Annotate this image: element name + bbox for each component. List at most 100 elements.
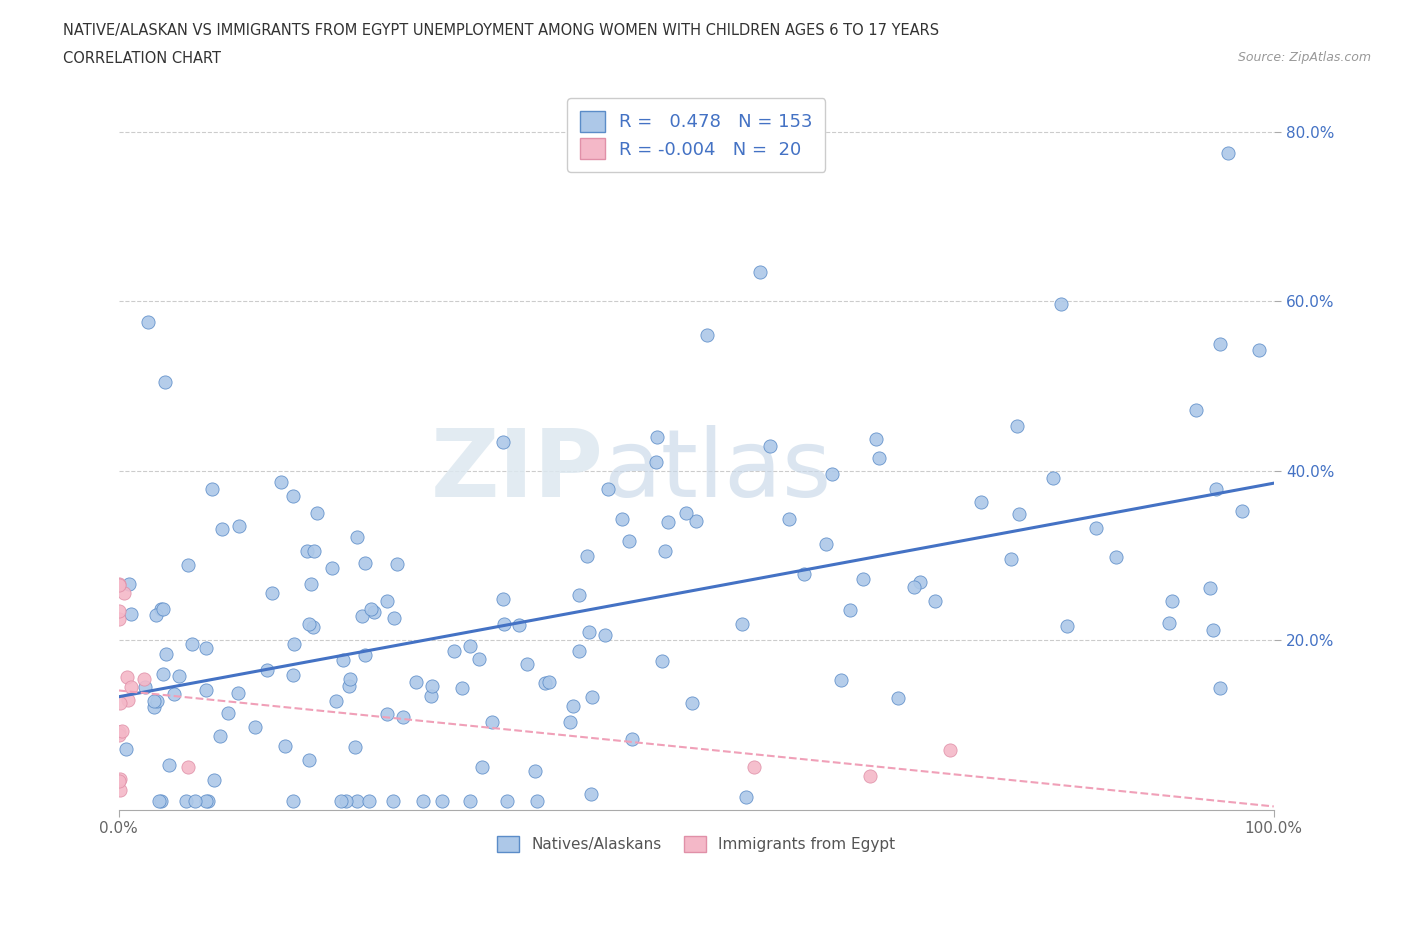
Point [335, 793, 357, 808]
Point [146, 694, 169, 709]
Point [865, 432, 887, 446]
Point [471, 760, 494, 775]
Point [262, 585, 284, 600]
Point [1050, 297, 1073, 312]
Point [1161, 593, 1184, 608]
Point [155, 646, 177, 661]
Point [346, 530, 368, 545]
Point [243, 720, 266, 735]
Point [696, 327, 718, 342]
Point [1000, 551, 1022, 566]
Point [887, 690, 910, 705]
Point [685, 513, 707, 528]
Point [297, 752, 319, 767]
Point [377, 593, 399, 608]
Point [195, 683, 218, 698]
Point [1008, 507, 1031, 522]
Point [359, 793, 381, 808]
Point [458, 793, 481, 808]
Point [332, 653, 354, 668]
Point [852, 572, 875, 587]
Point [742, 760, 765, 775]
Point [228, 519, 250, 534]
Point [391, 710, 413, 724]
Point [561, 698, 583, 713]
Point [180, 636, 202, 651]
Point [195, 641, 218, 656]
Point [283, 637, 305, 652]
Point [194, 793, 217, 808]
Point [508, 618, 530, 632]
Point [321, 561, 343, 576]
Point [1105, 549, 1128, 564]
Point [596, 481, 619, 496]
Point [568, 644, 591, 658]
Point [108, 576, 131, 591]
Point [758, 438, 780, 453]
Point [1216, 145, 1239, 160]
Point [115, 670, 138, 684]
Text: NATIVE/ALASKAN VS IMMIGRANTS FROM EGYPT UNEMPLOYMENT AMONG WOMEN WITH CHILDREN A: NATIVE/ALASKAN VS IMMIGRANTS FROM EGYPT … [63, 23, 939, 38]
Point [1185, 402, 1208, 417]
Point [593, 628, 616, 643]
Point [120, 606, 142, 621]
Point [578, 625, 600, 640]
Point [419, 688, 441, 703]
Point [184, 793, 207, 808]
Point [910, 575, 932, 590]
Point [481, 715, 503, 730]
Point [302, 543, 325, 558]
Point [492, 434, 515, 449]
Point [748, 264, 770, 279]
Point [143, 699, 166, 714]
Point [538, 675, 561, 690]
Point [107, 612, 129, 627]
Point [610, 512, 633, 526]
Point [283, 489, 305, 504]
Point [443, 644, 465, 658]
Point [307, 506, 329, 521]
Point [420, 678, 443, 693]
Point [107, 578, 129, 592]
Point [1202, 623, 1225, 638]
Point [496, 793, 519, 808]
Point [382, 793, 405, 808]
Point [576, 549, 599, 564]
Point [274, 739, 297, 754]
Point [149, 602, 172, 617]
Point [108, 604, 131, 618]
Point [281, 667, 304, 682]
Point [939, 743, 962, 758]
Point [568, 587, 591, 602]
Point [524, 764, 547, 778]
Point [201, 482, 224, 497]
Point [675, 506, 697, 521]
Point [134, 671, 156, 686]
Point [581, 689, 603, 704]
Point [492, 591, 515, 606]
Point [1209, 337, 1232, 352]
Point [152, 667, 174, 682]
Point [657, 514, 679, 529]
Point [270, 475, 292, 490]
Point [1084, 521, 1107, 536]
Point [197, 793, 219, 808]
Point [226, 685, 249, 700]
Point [970, 495, 993, 510]
Point [343, 739, 366, 754]
Point [375, 707, 398, 722]
Point [152, 602, 174, 617]
Point [174, 793, 197, 808]
Point [163, 686, 186, 701]
Point [516, 656, 538, 671]
Point [134, 679, 156, 694]
Point [868, 450, 890, 465]
Point [117, 577, 139, 591]
Point [839, 602, 862, 617]
Point [1198, 580, 1220, 595]
Point [337, 678, 360, 693]
Point [1042, 471, 1064, 485]
Point [1249, 343, 1271, 358]
Point [108, 724, 131, 739]
Point [256, 663, 278, 678]
